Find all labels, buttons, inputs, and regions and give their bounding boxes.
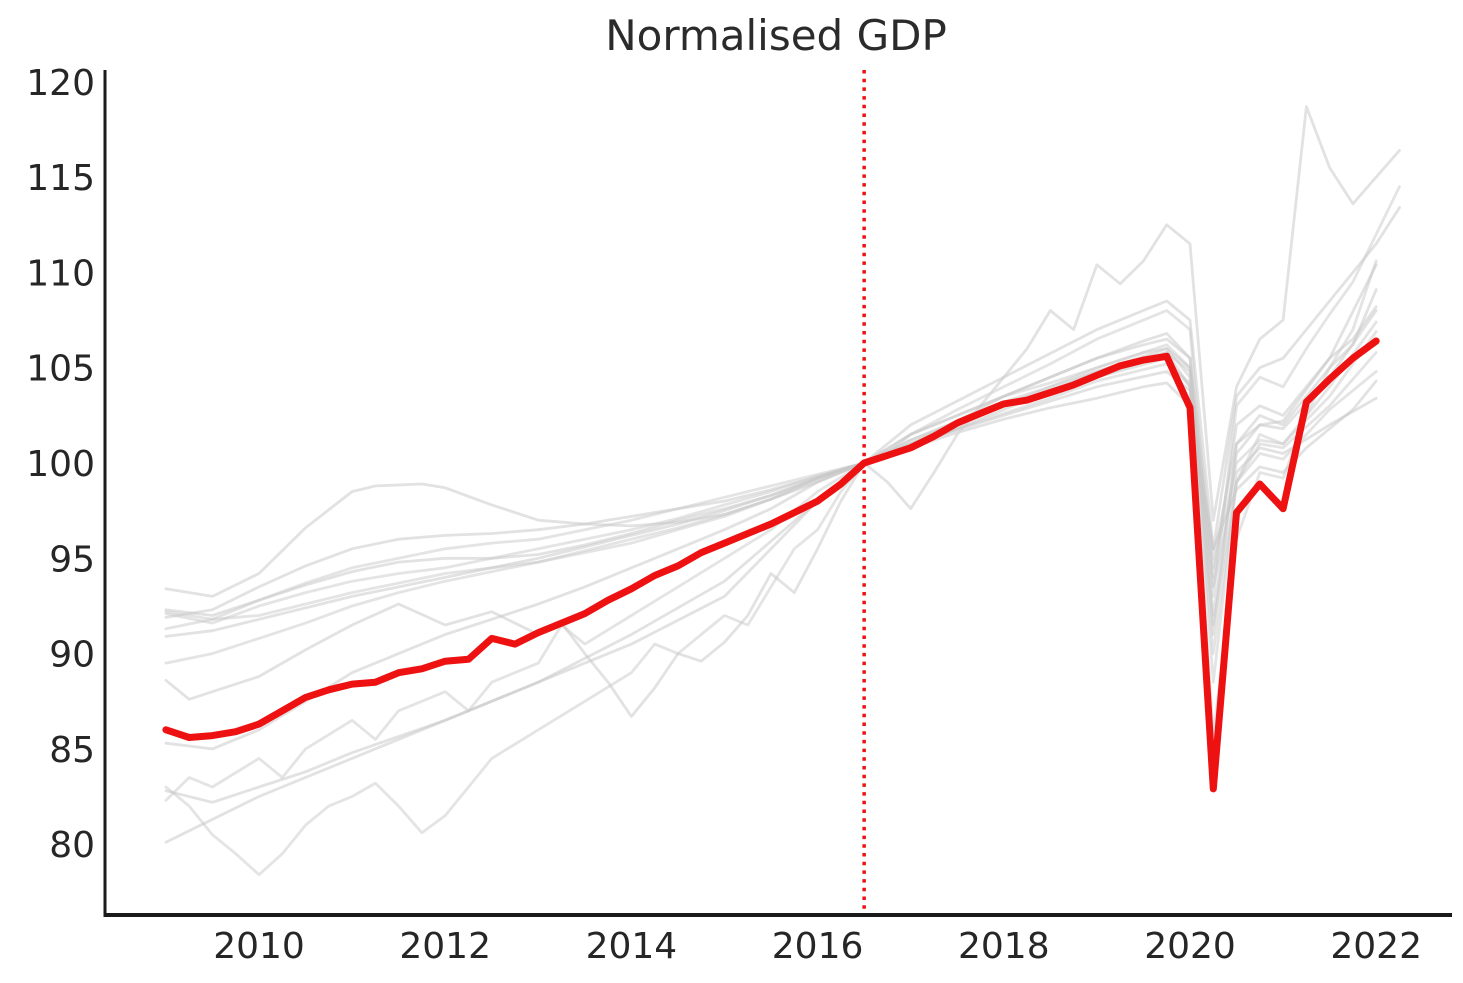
y-tick-label-115: 115 bbox=[26, 158, 95, 199]
y-tick-label-85: 85 bbox=[49, 730, 95, 771]
axes-layer bbox=[103, 70, 1452, 917]
y-tick-label-100: 100 bbox=[26, 444, 95, 485]
x-tick-label-2018: 2018 bbox=[958, 926, 1050, 967]
y-tick-label-95: 95 bbox=[49, 539, 95, 580]
tick-label-layer: 80 85 90 95 100 105 110 115 120 2010 2012 2014 2016 2… bbox=[26, 63, 1422, 967]
x-tick-label-2012: 2012 bbox=[399, 926, 491, 967]
series-gdp-comparator-12 bbox=[164, 351, 1378, 802]
y-tick-label-80: 80 bbox=[49, 825, 95, 866]
series-gdp-highlight bbox=[162, 337, 1380, 793]
chart-title: Normalised GDP bbox=[605, 11, 947, 60]
y-tick-label-120: 120 bbox=[26, 63, 95, 104]
y-tick-label-105: 105 bbox=[26, 349, 95, 390]
series-gdp-comparator-13 bbox=[164, 206, 1401, 844]
series-gdp-comparator-14 bbox=[164, 330, 1378, 621]
x-tick-label-2014: 2014 bbox=[586, 926, 678, 967]
series-gdp-comparator-10 bbox=[164, 347, 1378, 877]
x-tick-label-2016: 2016 bbox=[772, 926, 864, 967]
x-tick-label-2020: 2020 bbox=[1144, 926, 1236, 967]
y-tick-label-110: 110 bbox=[26, 253, 95, 294]
y-tick-label-90: 90 bbox=[49, 635, 95, 676]
x-tick-label-2022: 2022 bbox=[1330, 926, 1422, 967]
series-layer bbox=[162, 105, 1401, 877]
x-tick-label-2010: 2010 bbox=[213, 926, 305, 967]
